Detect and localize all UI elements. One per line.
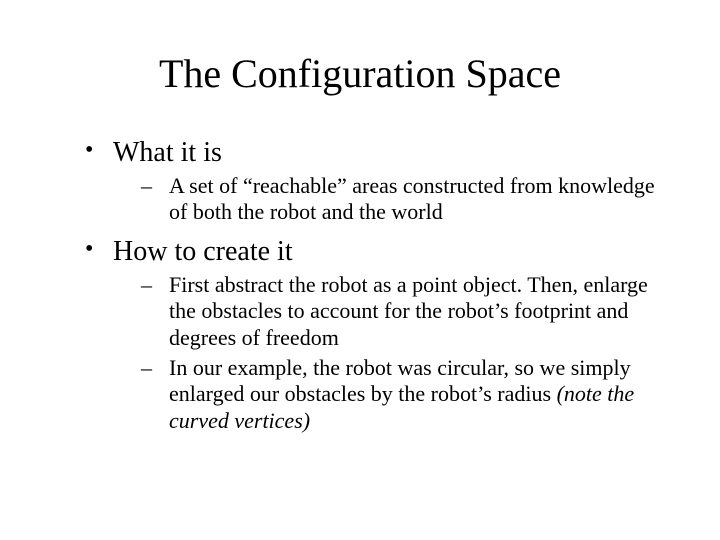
- sub-bullet-item: In our example, the robot was circular, …: [141, 355, 655, 434]
- bullet-item: What it is A set of “reachable” areas co…: [85, 137, 655, 226]
- sub-bullet-item: A set of “reachable” areas constructed f…: [141, 173, 655, 226]
- bullet-list-level2: First abstract the robot as a point obje…: [113, 272, 655, 434]
- bullet-list-level1: What it is A set of “reachable” areas co…: [65, 137, 655, 434]
- sub-bullet-text: First abstract the robot as a point obje…: [169, 272, 648, 350]
- bullet-item: How to create it First abstract the robo…: [85, 236, 655, 434]
- slide-title: The Configuration Space: [65, 50, 655, 97]
- bullet-list-level2: A set of “reachable” areas constructed f…: [113, 173, 655, 226]
- bullet-label: How to create it: [113, 236, 293, 267]
- sub-bullet-item: First abstract the robot as a point obje…: [141, 272, 655, 351]
- sub-bullet-text: A set of “reachable” areas constructed f…: [169, 173, 655, 224]
- bullet-label: What it is: [113, 137, 222, 168]
